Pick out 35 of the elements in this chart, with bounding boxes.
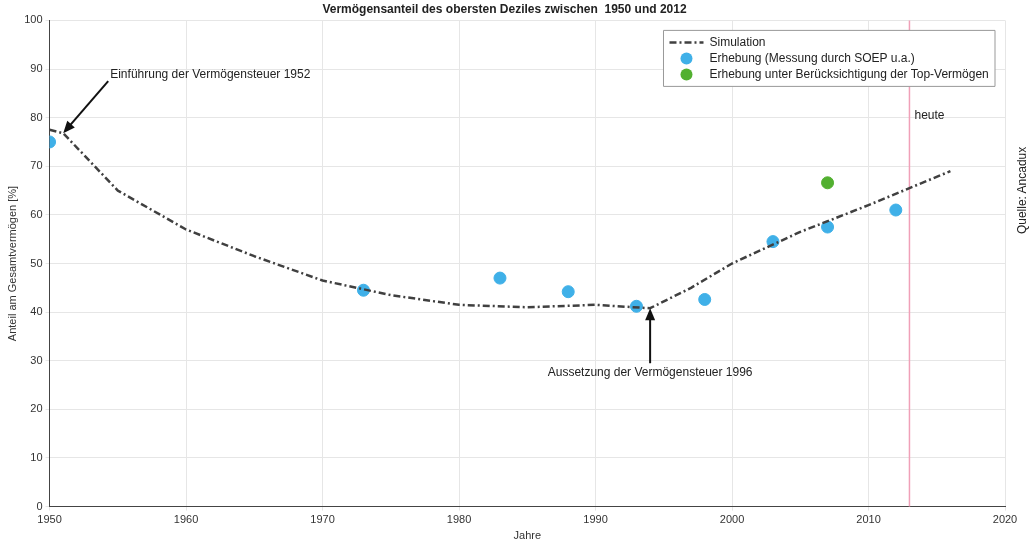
y-tick-label: 50 (30, 256, 43, 269)
y-tick-label: 100 (24, 13, 43, 26)
ref-line-label: heute (914, 107, 945, 122)
point (561, 285, 575, 299)
x-tick-label: 2010 (856, 513, 881, 526)
y-tick-label: 0 (36, 499, 43, 512)
y-tick-label: 60 (30, 207, 43, 220)
legend-label: Erhebung (Messung durch SOEP u.a.) (709, 50, 915, 65)
x-tick-label: 1960 (173, 513, 199, 526)
y-tick-label: 20 (30, 402, 43, 415)
point (889, 203, 903, 217)
x-tick-label: 1980 (446, 513, 472, 526)
point (821, 176, 835, 190)
annotation: Aussetzung der Vermögensteuer 1996 (547, 364, 753, 379)
x-tick-label: 1970 (310, 513, 335, 526)
y-tick-label: 80 (30, 110, 43, 123)
x-tick-label: 1990 (583, 513, 608, 526)
y-tick-label: 70 (30, 159, 43, 172)
legend-label: Simulation (709, 34, 766, 49)
point (698, 292, 712, 306)
chart-title: Vermögensanteil des obersten Deziles zwischen 1950 und 2012 (322, 1, 687, 16)
x-axis-title: Jahre (513, 529, 542, 542)
source-note: Quelle: Ancadux (1015, 146, 1030, 235)
y-tick-label: 40 (30, 305, 43, 318)
x-tick-label: 2000 (719, 513, 745, 526)
x-tick-label: 1950 (37, 513, 62, 526)
y-axis-title: Anteil am Gesamtvermögen [%] (5, 185, 18, 342)
point (821, 220, 835, 234)
point (493, 271, 507, 285)
y-tick-label: 10 (30, 451, 43, 464)
y-tick-label: 30 (30, 353, 43, 366)
x-tick-label: 2020 (992, 513, 1018, 526)
annotation: Einführung der Vermögensteuer 1952 (110, 66, 311, 81)
y-tick-label: 90 (30, 62, 43, 75)
legend-label: Erhebung unter Berücksichtigung der Top-Vermögen (709, 66, 989, 81)
